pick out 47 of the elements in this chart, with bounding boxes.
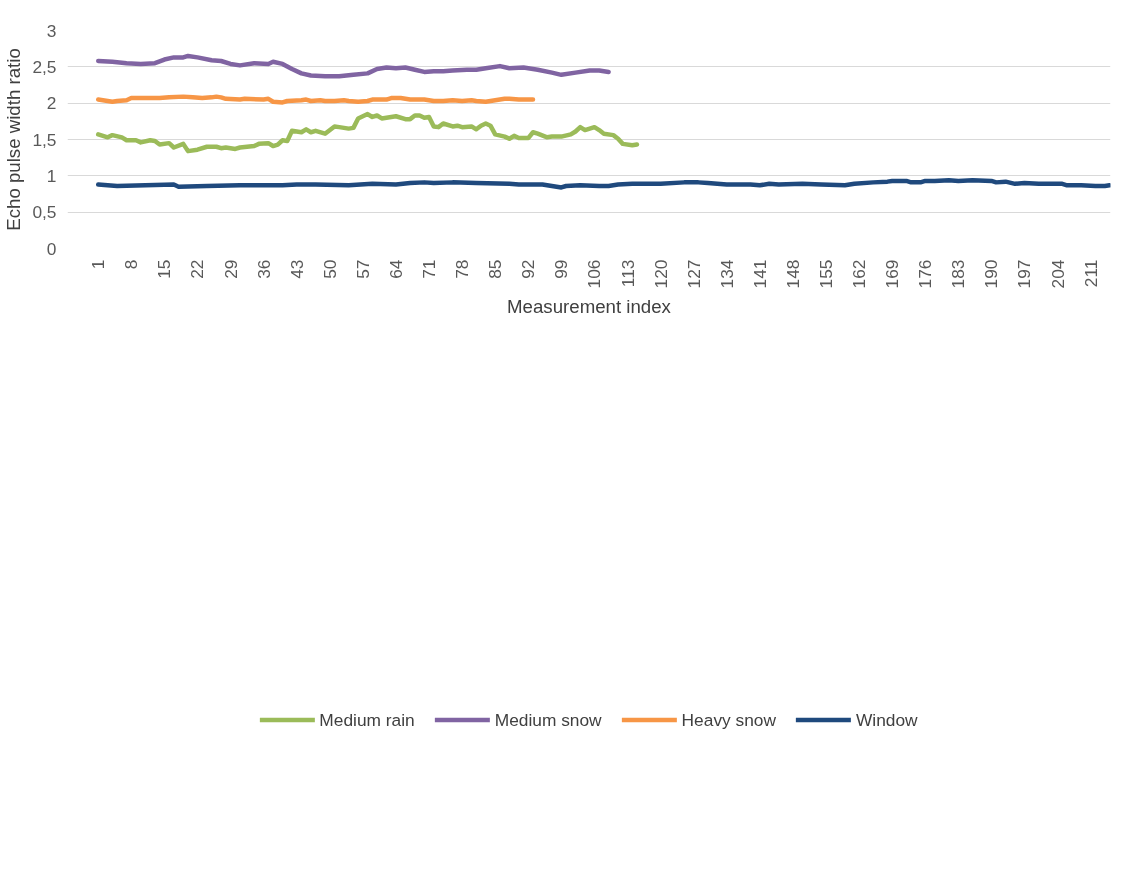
x-tick-label: 211 [1080, 259, 1101, 288]
x-tick-label: 57 [352, 259, 373, 279]
y-tick-label: 1 [46, 165, 57, 186]
line-series [95, 53, 611, 79]
line-series [95, 177, 1111, 190]
x-tick-label: 64 [385, 259, 406, 279]
x-tick-label: 155 [816, 259, 836, 289]
x-axis-title: Measurement index [507, 296, 672, 318]
x-tick-label: 78 [452, 259, 473, 279]
y-tick-label: 3 [46, 20, 57, 41]
legend-label: Window [856, 709, 918, 731]
y-tick-label: 2,5 [32, 56, 57, 77]
y-axis-title: Echo pulse width ratio [3, 48, 25, 231]
x-tick-label: 204 [1047, 259, 1068, 289]
x-tick-label: 169 [882, 259, 903, 289]
x-tick-label: 134 [716, 259, 737, 289]
x-tick-label: 50 [319, 259, 340, 279]
x-tick-label: 99 [551, 259, 572, 279]
y-tick-label: 0 [46, 238, 57, 259]
x-tick-label: 120 [650, 259, 671, 289]
legend-label: Heavy snow [681, 709, 776, 731]
x-tick-label: 183 [948, 259, 969, 289]
x-tick-label: 113 [617, 259, 638, 288]
x-tick-label: 71 [419, 259, 440, 279]
x-tick-label: 197 [1014, 259, 1035, 289]
x-tick-label: 15 [154, 259, 175, 279]
x-tick-label: 148 [782, 259, 803, 289]
y-tick-label: 1,5 [32, 129, 57, 150]
x-tick-label: 43 [286, 259, 307, 279]
x-tick-label: 85 [485, 259, 506, 279]
x-tick-label: 106 [584, 259, 605, 289]
legend-label: Medium snow [494, 709, 602, 731]
x-tick-label: 8 [121, 259, 142, 270]
x-tick-label: 162 [849, 259, 870, 289]
x-tick-label: 190 [981, 259, 1002, 289]
x-tick-label: 141 [749, 259, 770, 289]
x-tick-label: 29 [220, 259, 241, 279]
legend-label: Medium rain [319, 709, 415, 731]
x-tick-label: 127 [683, 259, 704, 289]
x-tick-label: 176 [915, 259, 936, 289]
x-tick-label: 22 [187, 259, 208, 279]
line-series [95, 111, 640, 154]
y-tick-label: 2 [46, 93, 57, 114]
y-tick-label: 0,5 [32, 202, 57, 223]
x-tick-label: 92 [518, 259, 539, 279]
x-tick-label: 1 [88, 259, 109, 270]
x-tick-label: 36 [253, 259, 274, 279]
